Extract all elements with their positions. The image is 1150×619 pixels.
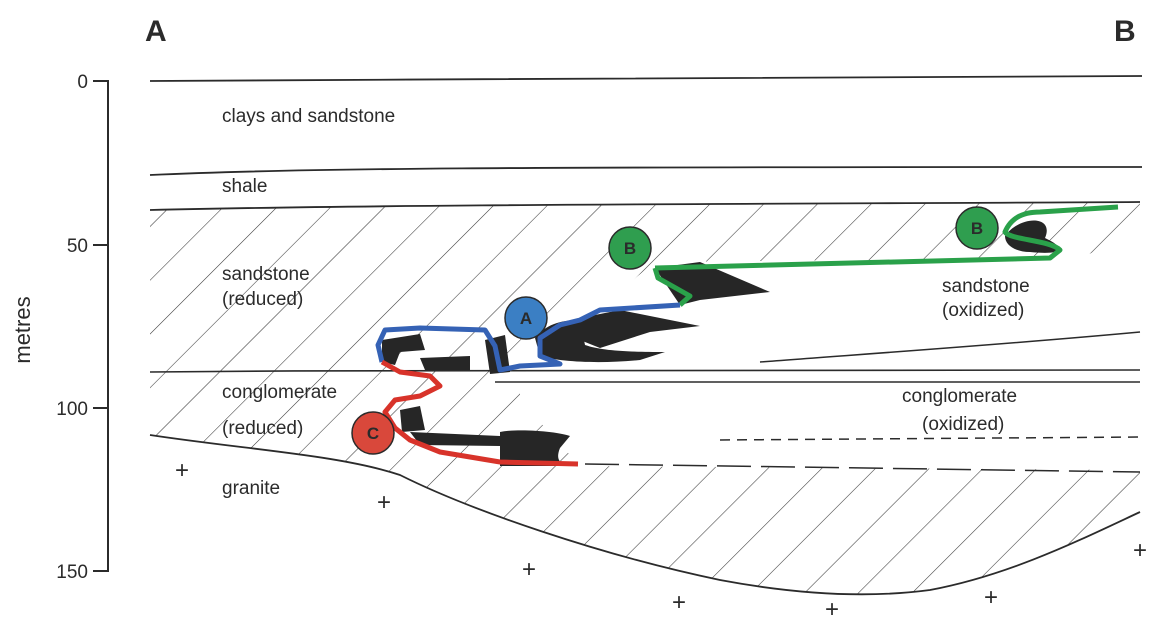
tick-label-0: 0 (77, 72, 88, 93)
label-sandstone-oxidized-line2: (oxidized) (942, 300, 1024, 321)
granite-symbols: + + + + + + + (175, 457, 1147, 619)
label-sandstone-reduced-line2: (reduced) (222, 289, 303, 310)
corner-label-b: B (1114, 15, 1136, 48)
granite-plus-symbol: + (522, 556, 536, 583)
label-conglomerate-oxidized-line2: (oxidized) (922, 414, 1004, 435)
label-shale: shale (222, 176, 267, 197)
label-conglomerate-reduced-line2: (reduced) (222, 418, 303, 439)
label-clays-and-sandstone: clays and sandstone (222, 106, 395, 127)
granite-plus-symbol: + (1133, 537, 1147, 564)
granite-plus-symbol: + (825, 596, 839, 619)
label-granite: granite (222, 478, 280, 499)
granite-plus-symbol: + (672, 589, 686, 616)
label-conglomerate-oxidized-line1: conglomerate (902, 386, 1017, 407)
front-b-green (654, 204, 1119, 271)
front-a-blue (375, 302, 681, 373)
marker-c-letter: C (367, 424, 379, 443)
marker-a: A (504, 296, 548, 340)
granite-plus-symbol: + (377, 489, 391, 516)
tick-label-50: 50 (67, 236, 88, 257)
tick-label-150: 150 (56, 562, 88, 583)
axis-title: metres (10, 296, 35, 363)
label-sandstone-oxidized-line1: sandstone (942, 276, 1030, 297)
granite-plus-symbol: + (984, 584, 998, 611)
marker-b-left-letter: B (624, 239, 636, 258)
label-sandstone-reduced-line1: sandstone (222, 264, 310, 285)
front-c-red (380, 359, 579, 467)
tick-label-100: 100 (56, 399, 88, 420)
stratigraphic-boundaries (149, 75, 1143, 596)
marker-b-right-letter: B (971, 219, 983, 238)
corner-label-a: A (145, 15, 167, 48)
marker-b-right: B (955, 206, 999, 250)
front-b-green-lower (652, 267, 693, 307)
granite-plus-symbol: + (175, 457, 189, 484)
marker-b-left: B (608, 226, 652, 270)
depth-axis: 0 50 100 150 metres (10, 72, 109, 583)
redox-fronts (375, 204, 1119, 467)
marker-a-letter: A (520, 309, 532, 328)
label-conglomerate-reduced-line1: conglomerate (222, 382, 337, 403)
marker-c: C (351, 411, 395, 455)
